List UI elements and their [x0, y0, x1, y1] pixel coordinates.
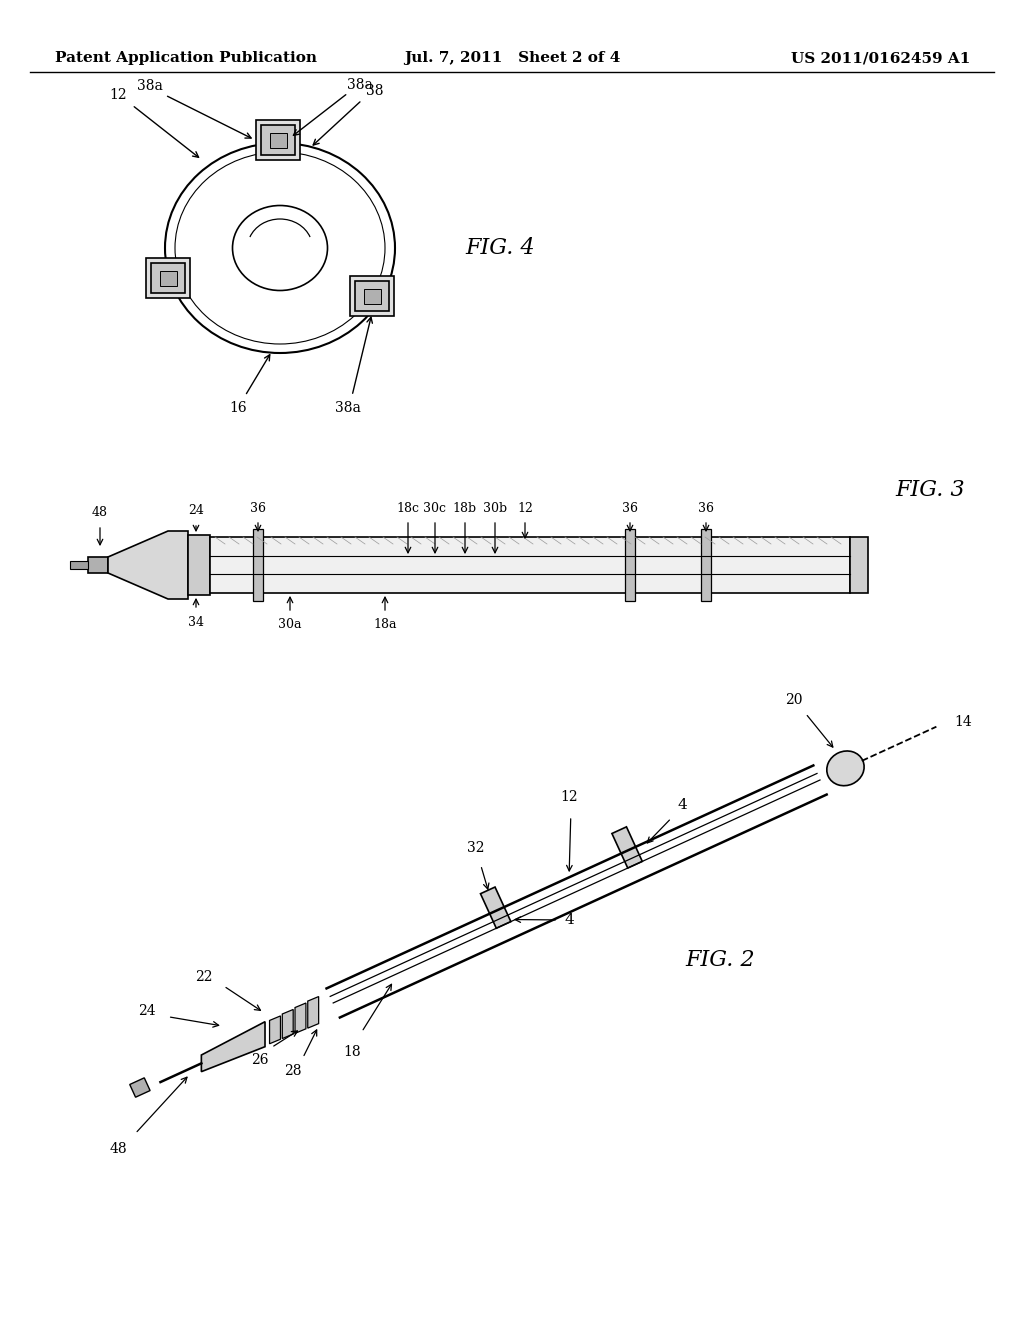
- Bar: [256, 120, 300, 160]
- Text: 12: 12: [517, 502, 532, 515]
- Text: FIG. 4: FIG. 4: [465, 238, 535, 259]
- Bar: [130, 1078, 151, 1097]
- Polygon shape: [612, 826, 642, 869]
- Text: 24: 24: [188, 504, 204, 517]
- Text: 12: 12: [110, 88, 127, 102]
- Text: 38a: 38a: [335, 401, 360, 414]
- Bar: [151, 263, 185, 293]
- Text: 28: 28: [285, 1064, 302, 1078]
- Text: 18c: 18c: [396, 502, 420, 515]
- Text: Patent Application Publication: Patent Application Publication: [55, 51, 317, 65]
- Text: FIG. 3: FIG. 3: [895, 479, 965, 502]
- Text: 30b: 30b: [483, 502, 507, 515]
- Text: FIG. 2: FIG. 2: [685, 949, 755, 972]
- Text: 20: 20: [784, 693, 802, 708]
- Text: 16: 16: [229, 401, 247, 414]
- Text: 48: 48: [110, 1142, 127, 1156]
- Text: 14: 14: [954, 714, 972, 729]
- Text: 24: 24: [138, 1003, 156, 1018]
- Polygon shape: [283, 1010, 293, 1039]
- Text: 36: 36: [622, 502, 638, 515]
- Bar: [355, 281, 389, 312]
- Text: 32: 32: [467, 841, 484, 855]
- Text: 48: 48: [92, 507, 108, 520]
- Text: 4: 4: [678, 799, 687, 812]
- Text: 38: 38: [367, 84, 384, 98]
- Text: US 2011/0162459 A1: US 2011/0162459 A1: [791, 51, 970, 65]
- Bar: [701, 529, 711, 601]
- Ellipse shape: [826, 751, 864, 785]
- Polygon shape: [308, 997, 318, 1028]
- Text: 38a: 38a: [347, 78, 373, 92]
- Bar: [850, 537, 868, 593]
- Bar: [253, 529, 263, 601]
- Text: 36: 36: [250, 502, 266, 515]
- Bar: [625, 529, 635, 601]
- Text: 4: 4: [564, 913, 573, 927]
- Bar: [350, 276, 394, 315]
- Polygon shape: [108, 531, 188, 599]
- Text: 38a: 38a: [137, 79, 163, 92]
- Text: 30c: 30c: [424, 502, 446, 515]
- Polygon shape: [480, 887, 511, 928]
- Text: 30a: 30a: [279, 619, 302, 631]
- Bar: [261, 125, 295, 154]
- Bar: [70, 561, 88, 569]
- Bar: [160, 271, 176, 285]
- Text: 26: 26: [251, 1053, 268, 1068]
- Text: 36: 36: [698, 502, 714, 515]
- Bar: [188, 535, 210, 595]
- Text: 22: 22: [196, 970, 213, 983]
- Bar: [210, 537, 850, 593]
- Polygon shape: [202, 1022, 265, 1072]
- Text: 18b: 18b: [453, 502, 477, 515]
- Polygon shape: [269, 1016, 281, 1044]
- Text: 18: 18: [343, 1045, 360, 1060]
- Bar: [146, 257, 190, 298]
- Bar: [88, 557, 108, 573]
- Text: 34: 34: [188, 615, 204, 628]
- Bar: [269, 132, 287, 148]
- Text: 12: 12: [560, 791, 578, 804]
- Bar: [364, 289, 381, 304]
- Polygon shape: [295, 1003, 306, 1034]
- Text: Jul. 7, 2011   Sheet 2 of 4: Jul. 7, 2011 Sheet 2 of 4: [403, 51, 621, 65]
- Text: 18a: 18a: [374, 619, 396, 631]
